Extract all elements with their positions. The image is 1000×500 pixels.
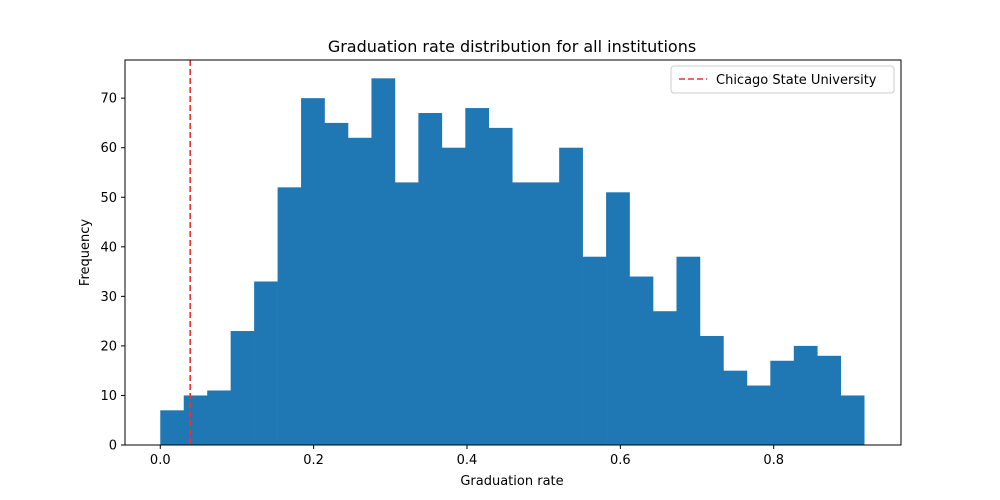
histogram-bar	[535, 182, 560, 445]
histogram-bar	[371, 78, 396, 445]
x-tick-label: 0.0	[150, 453, 171, 468]
y-tick-label: 50	[100, 191, 117, 206]
histogram-bar	[746, 385, 771, 445]
histogram-bar	[277, 187, 302, 445]
histogram-bar	[770, 360, 795, 445]
histogram-bar	[183, 395, 208, 445]
x-tick-label: 0.4	[457, 453, 478, 468]
histogram-bar	[465, 108, 490, 446]
legend: Chicago State University	[670, 65, 895, 94]
y-axis-ticks: 0 10 20 30 40 50 60 70	[100, 92, 125, 454]
x-axis-ticks: 0.0 0.2 0.4 0.6 0.8	[150, 445, 784, 468]
histogram-bar	[793, 345, 818, 445]
histogram-bar	[394, 182, 419, 445]
histogram-bars	[160, 78, 865, 446]
histogram-bar	[254, 281, 278, 445]
histogram-bar	[207, 390, 231, 445]
x-tick-label: 0.8	[763, 453, 784, 468]
y-axis-label: Frequency	[78, 219, 93, 286]
histogram-bar	[653, 311, 677, 445]
histogram-bar	[723, 370, 748, 445]
y-tick-label: 60	[100, 141, 117, 156]
histogram-bar	[512, 182, 536, 445]
histogram-bar	[418, 113, 443, 446]
histogram-bar	[301, 98, 325, 446]
histogram-bar	[441, 147, 466, 445]
histogram-bar	[488, 127, 513, 446]
histogram-bar	[840, 395, 865, 445]
histogram-bar	[629, 276, 654, 445]
y-tick-label: 20	[100, 339, 117, 354]
y-tick-label: 70	[100, 92, 117, 107]
histogram-bar	[699, 335, 724, 445]
histogram-bar	[230, 331, 255, 445]
chart-title: Graduation rate distribution for all ins…	[328, 37, 696, 56]
x-tick-label: 0.2	[303, 453, 324, 468]
histogram-bar	[817, 355, 842, 445]
x-tick-label: 0.6	[610, 453, 631, 468]
plot-frame	[124, 59, 902, 446]
histogram-bar	[324, 122, 349, 446]
histogram-bar	[606, 192, 630, 445]
histogram-bar	[676, 256, 701, 445]
histogram-bar	[160, 410, 185, 445]
histogram-bar	[347, 137, 372, 445]
legend-box	[670, 65, 895, 94]
y-tick-label: 10	[100, 389, 117, 404]
y-tick-label: 0	[109, 439, 117, 454]
x-axis-label: Graduation rate	[460, 474, 563, 489]
y-tick-label: 30	[100, 290, 117, 305]
legend-label: Chicago State University	[716, 73, 877, 88]
histogram-bar	[559, 147, 583, 445]
y-tick-label: 40	[100, 240, 117, 255]
histogram-bar	[582, 256, 607, 445]
